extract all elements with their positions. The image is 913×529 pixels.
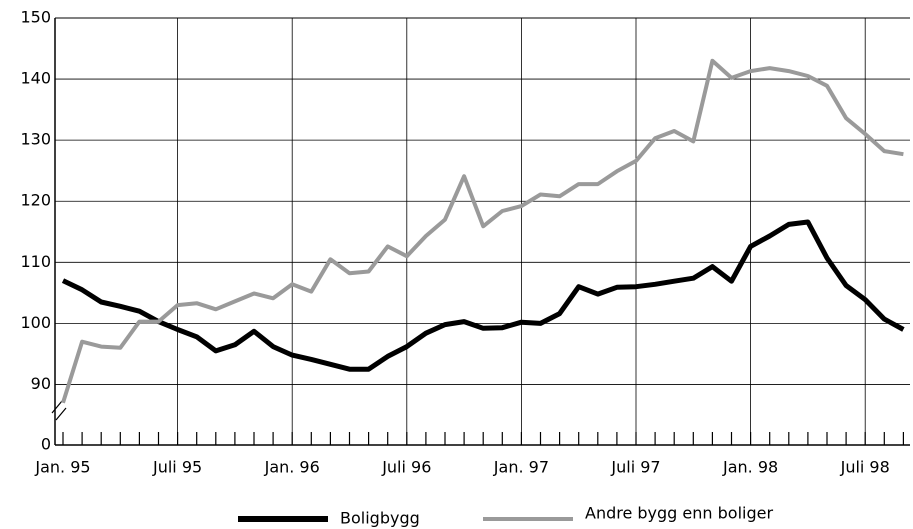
x-tick-label: Juli 98	[840, 458, 890, 477]
series-line	[61, 58, 904, 404]
y-tick-label: 0	[41, 435, 51, 454]
x-tick-label: Jan. 97	[493, 458, 549, 477]
legend-label: Andre bygg enn boliger	[585, 504, 773, 523]
y-tick-label: 150	[20, 8, 51, 27]
series-line	[61, 219, 905, 372]
x-tick-label: Jan. 98	[722, 458, 778, 477]
legend-label: Boligbygg	[340, 509, 420, 528]
x-tick-label: Juli 97	[610, 458, 660, 477]
y-tick-label: 100	[20, 313, 51, 332]
y-tick-label: 140	[20, 69, 51, 88]
x-tick-label: Jan. 95	[34, 458, 90, 477]
y-tick-label: 120	[20, 191, 51, 210]
axis-break	[51, 400, 67, 421]
x-tick-label: Juli 96	[381, 458, 431, 477]
y-tick-label: 130	[20, 130, 51, 149]
x-tick-label: Juli 95	[152, 458, 202, 477]
y-tick-label: 90	[31, 374, 51, 393]
y-tick-label: 110	[20, 252, 51, 271]
x-tick-label: Jan. 96	[264, 458, 320, 477]
